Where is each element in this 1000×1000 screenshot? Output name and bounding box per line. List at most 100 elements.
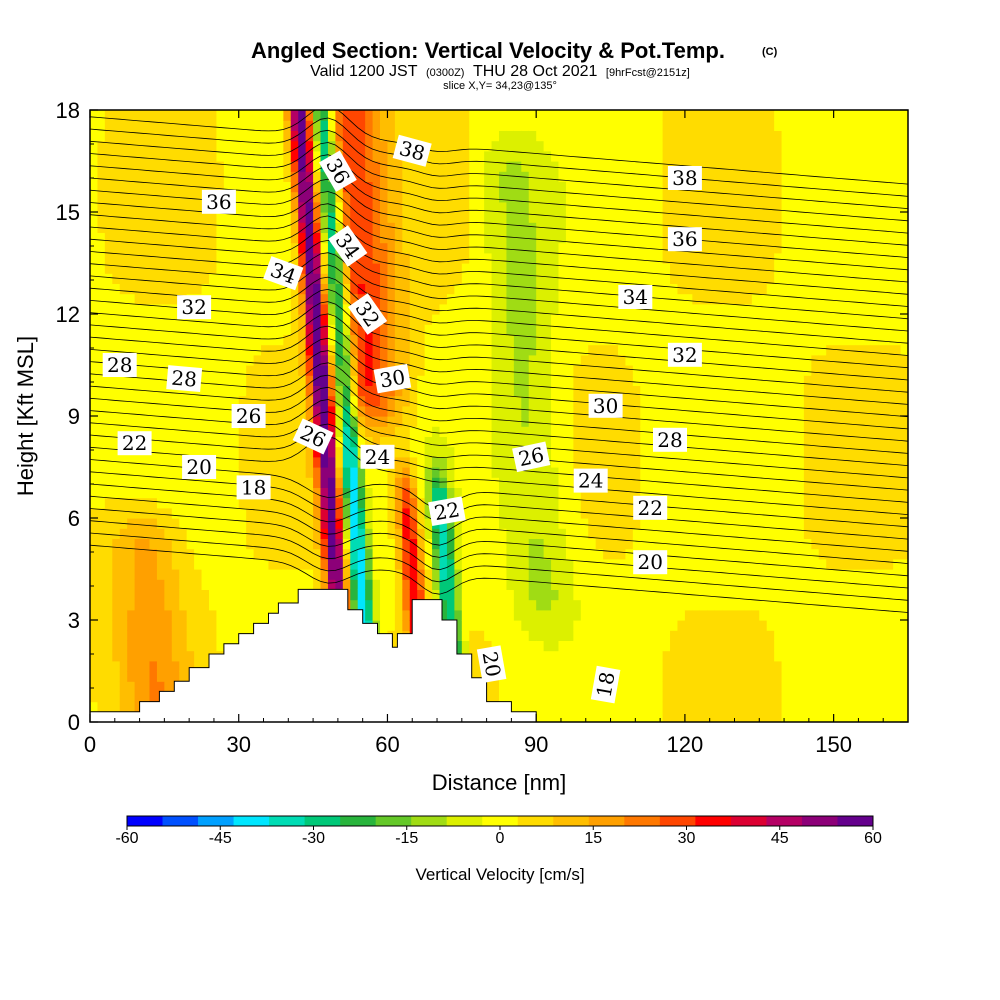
- theta-label: 20: [476, 645, 507, 684]
- theta-label-text: 36: [672, 227, 697, 251]
- theta-label-text: 32: [181, 295, 206, 319]
- valid-date: THU 28 Oct 2021: [473, 63, 598, 80]
- theta-label-bg: [667, 227, 702, 252]
- colorbar-swatch: [446, 816, 483, 826]
- theta-label-bg: [328, 225, 368, 267]
- theta-label-bg: [590, 665, 621, 704]
- theta-label-bg: [177, 295, 212, 320]
- theta-label-bg: [102, 353, 137, 377]
- colorbar-swatch: [127, 816, 163, 826]
- theta-label-bg: [360, 444, 395, 469]
- colorbar-tick-label: 15: [584, 830, 602, 847]
- theta-label-text: 26: [236, 404, 261, 428]
- theta-label: 26: [231, 404, 266, 428]
- theta-label-text: 20: [637, 550, 662, 574]
- colorbar-swatch: [517, 816, 554, 826]
- theta-label-bg: [373, 363, 412, 394]
- theta-label-bg: [117, 431, 152, 456]
- theta-label-bg: [588, 393, 623, 418]
- colorbar-swatch: [233, 816, 270, 826]
- theta-label-text: 36: [206, 190, 231, 214]
- colorbar-tick-label: 30: [678, 830, 696, 847]
- colorbar-swatch: [766, 816, 803, 826]
- theta-label-bg: [292, 418, 334, 455]
- colorbar-swatch: [730, 816, 767, 826]
- chart-title: Angled Section: Vertical Velocity & Pot.…: [251, 38, 725, 63]
- theta-label: 32: [177, 295, 212, 320]
- theta-label-bg: [201, 189, 236, 214]
- theta-label-bg: [231, 404, 266, 428]
- theta-label-bg: [236, 475, 271, 500]
- theta-label: 28: [102, 353, 137, 377]
- theta-label: 34: [618, 285, 653, 309]
- theta-label-text: 30: [378, 365, 407, 393]
- colorbar-label: Vertical Velocity [cm/s]: [415, 865, 584, 884]
- colorbar-swatch: [588, 816, 625, 826]
- y-tick-label: 3: [68, 608, 80, 633]
- theta-label-bg: [476, 645, 507, 684]
- colorbar-tick-label: 60: [864, 830, 882, 847]
- x-tick-label: 60: [375, 732, 399, 757]
- theta-label: 30: [588, 393, 623, 418]
- valid-line: Valid 1200 JST (0300Z) THU 28 Oct 2021 […: [310, 63, 690, 80]
- colorbar-swatch: [482, 816, 519, 826]
- x-tick-label: 120: [667, 732, 704, 757]
- copyright-mark: (C): [762, 46, 778, 58]
- colorbar-swatch: [411, 816, 448, 826]
- theta-label: 24: [360, 444, 395, 469]
- theta-label-bg: [667, 342, 702, 367]
- theta-label: 38: [667, 166, 702, 190]
- theta-label: 32: [667, 342, 702, 367]
- colorbar-swatch: [304, 816, 341, 826]
- theta-label-text: 18: [592, 670, 620, 699]
- theta-label-text: 38: [672, 166, 697, 190]
- theta-label-text: 24: [578, 469, 603, 493]
- y-axis-label: Height [Kft MSL]: [13, 336, 38, 496]
- y-tick-label: 9: [68, 404, 80, 429]
- theta-label-bg: [618, 285, 653, 309]
- x-tick-label: 30: [226, 732, 250, 757]
- theta-label-text: 22: [637, 496, 662, 520]
- theta-label-bg: [428, 496, 466, 526]
- theta-label: 18: [590, 665, 621, 704]
- theta-label: 28: [166, 365, 203, 393]
- theta-label: 36: [667, 227, 702, 252]
- theta-label-text: 28: [107, 353, 132, 377]
- theta-label-bg: [573, 468, 608, 493]
- theta-label-bg: [166, 365, 203, 393]
- theta-label: 28: [653, 427, 687, 452]
- theta-label: 24: [573, 468, 608, 493]
- colorbar: -60 -45 -30 -15 0 15 30 45 60: [115, 815, 882, 847]
- theta-label: 20: [633, 550, 668, 575]
- x-tick-label: 90: [524, 732, 548, 757]
- colorbar-tick-label: -45: [209, 830, 232, 847]
- theta-label-bg: [633, 550, 668, 575]
- theta-label-bg: [667, 166, 702, 190]
- theta-label-bg: [512, 441, 551, 473]
- theta-label: 26: [512, 441, 551, 473]
- x-tick-label: 0: [84, 732, 96, 757]
- theta-label-bg: [633, 495, 668, 520]
- theta-label: 22: [633, 495, 668, 520]
- colorbar-swatch: [269, 816, 306, 826]
- theta-label-bg: [653, 427, 687, 452]
- theta-label-text: 22: [432, 497, 461, 525]
- theta-label-bg: [182, 455, 217, 479]
- x-tick-label: 150: [815, 732, 852, 757]
- theta-label-text: 32: [672, 343, 697, 367]
- theta-label-text: 28: [170, 366, 197, 392]
- theta-label-text: 20: [186, 455, 211, 479]
- valid-utc: (0300Z): [426, 67, 465, 79]
- theta-label: 22: [117, 431, 152, 456]
- y-tick-label: 12: [56, 302, 80, 327]
- terrain-mask: [90, 588, 908, 722]
- colorbar-tick-label: 45: [771, 830, 789, 847]
- theta-label-text: 20: [478, 650, 506, 679]
- theta-label: 36: [201, 189, 236, 214]
- colorbar-swatch: [695, 816, 732, 826]
- theta-label: 18: [236, 475, 271, 500]
